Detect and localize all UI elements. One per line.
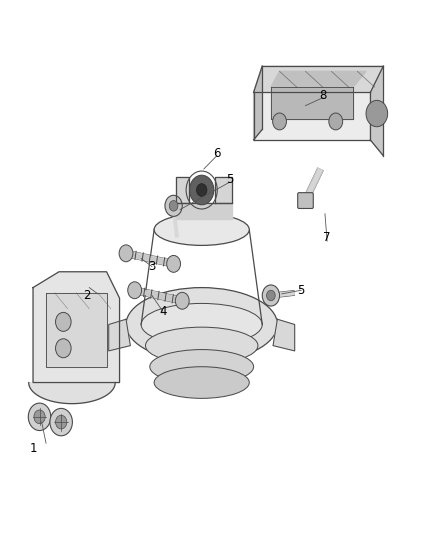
Circle shape	[190, 175, 214, 205]
Text: 2: 2	[83, 289, 91, 302]
Polygon shape	[271, 87, 353, 119]
Polygon shape	[254, 92, 371, 140]
Circle shape	[34, 410, 45, 424]
Circle shape	[50, 408, 72, 436]
Polygon shape	[254, 66, 383, 92]
Text: 3: 3	[148, 260, 155, 273]
Circle shape	[165, 195, 182, 216]
Circle shape	[28, 403, 51, 431]
Polygon shape	[33, 272, 120, 383]
Circle shape	[169, 200, 178, 211]
Text: 7: 7	[323, 231, 331, 244]
Circle shape	[56, 415, 67, 429]
Circle shape	[366, 100, 388, 127]
Ellipse shape	[154, 214, 249, 245]
Polygon shape	[109, 319, 131, 351]
Text: 6: 6	[213, 147, 221, 159]
Polygon shape	[46, 293, 106, 367]
FancyBboxPatch shape	[298, 192, 313, 208]
Polygon shape	[29, 383, 115, 403]
Text: 8: 8	[319, 88, 326, 102]
Circle shape	[329, 113, 343, 130]
Circle shape	[175, 292, 189, 309]
Polygon shape	[176, 203, 232, 219]
Ellipse shape	[150, 350, 254, 384]
Circle shape	[56, 339, 71, 358]
Polygon shape	[254, 66, 262, 140]
Circle shape	[272, 113, 286, 130]
Ellipse shape	[141, 303, 262, 345]
Text: 1: 1	[29, 442, 37, 455]
Circle shape	[56, 312, 71, 332]
Ellipse shape	[126, 288, 277, 361]
Polygon shape	[215, 177, 232, 203]
Circle shape	[167, 255, 180, 272]
Circle shape	[197, 184, 207, 196]
Text: 4: 4	[159, 305, 166, 318]
Text: 5: 5	[226, 173, 233, 186]
Polygon shape	[176, 177, 189, 203]
Ellipse shape	[145, 327, 258, 364]
Polygon shape	[371, 66, 383, 156]
Circle shape	[267, 290, 275, 301]
Polygon shape	[271, 71, 366, 87]
Text: 5: 5	[297, 284, 305, 297]
Polygon shape	[273, 319, 295, 351]
Circle shape	[128, 282, 141, 298]
Ellipse shape	[154, 367, 249, 398]
Circle shape	[262, 285, 279, 306]
Circle shape	[119, 245, 133, 262]
